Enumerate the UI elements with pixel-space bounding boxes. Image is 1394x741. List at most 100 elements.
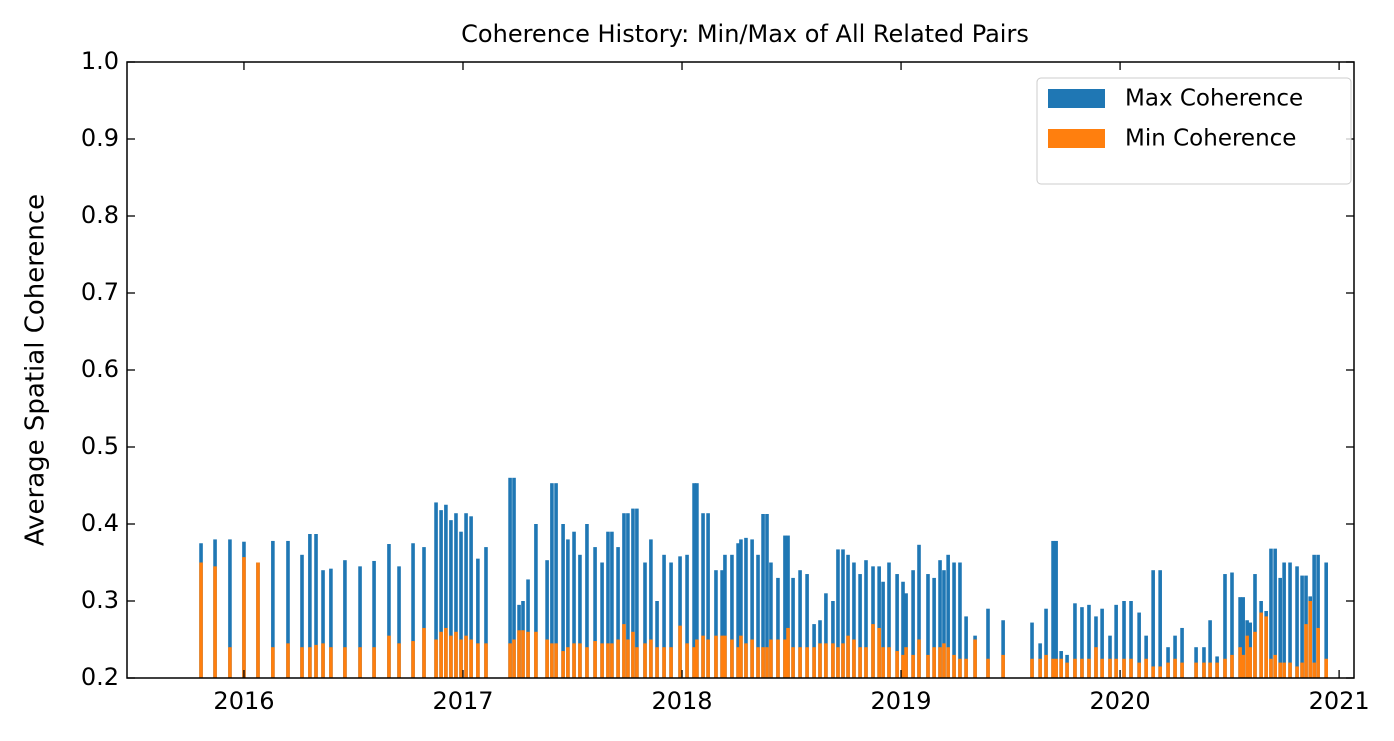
bar bbox=[695, 483, 699, 678]
bar bbox=[750, 539, 754, 678]
bar bbox=[723, 635, 727, 678]
bar bbox=[616, 547, 620, 678]
bar bbox=[736, 543, 740, 678]
bar bbox=[622, 513, 626, 678]
y-tick-label: 0.7 bbox=[81, 278, 119, 306]
bar bbox=[1273, 654, 1277, 678]
bar bbox=[1001, 620, 1005, 678]
bar bbox=[1304, 624, 1308, 678]
bar bbox=[600, 562, 604, 678]
bar bbox=[643, 643, 647, 678]
bar bbox=[958, 658, 962, 678]
bar bbox=[635, 508, 639, 678]
bar bbox=[1180, 662, 1184, 678]
bar bbox=[1044, 654, 1048, 678]
bar bbox=[422, 547, 426, 678]
bar bbox=[1223, 574, 1227, 678]
bar bbox=[655, 601, 659, 678]
bar bbox=[459, 531, 463, 678]
bar bbox=[685, 554, 689, 678]
bar bbox=[228, 539, 232, 678]
bar bbox=[1122, 658, 1126, 678]
bar bbox=[411, 641, 415, 678]
bar bbox=[1269, 548, 1273, 678]
legend-box bbox=[1036, 77, 1352, 185]
bar bbox=[692, 483, 696, 678]
bar bbox=[1094, 647, 1098, 678]
bar bbox=[1273, 548, 1277, 678]
legend-swatch bbox=[1048, 129, 1105, 148]
bar bbox=[791, 577, 795, 678]
bar bbox=[534, 524, 538, 678]
bar bbox=[610, 531, 614, 678]
bar bbox=[685, 643, 689, 678]
bar bbox=[1312, 662, 1316, 678]
bar bbox=[578, 554, 582, 678]
y-tick-label: 0.3 bbox=[81, 586, 119, 614]
bar bbox=[1087, 604, 1091, 678]
bar bbox=[938, 560, 942, 678]
bar bbox=[449, 520, 453, 678]
bar bbox=[213, 566, 217, 678]
bar bbox=[1137, 662, 1141, 678]
bar bbox=[750, 639, 754, 678]
bar bbox=[765, 647, 769, 678]
bar bbox=[662, 554, 666, 678]
bar bbox=[973, 639, 977, 678]
x-tick-label: 2018 bbox=[651, 687, 712, 715]
bar bbox=[946, 647, 950, 678]
bar bbox=[901, 581, 905, 678]
bar bbox=[1241, 654, 1245, 678]
bar bbox=[449, 635, 453, 678]
bar bbox=[701, 635, 705, 678]
bar bbox=[1158, 666, 1162, 678]
bar bbox=[585, 647, 589, 678]
bar bbox=[1288, 662, 1292, 678]
bar bbox=[706, 513, 710, 678]
bar bbox=[932, 647, 936, 678]
x-tick-label: 2017 bbox=[432, 687, 493, 715]
bar bbox=[765, 513, 769, 678]
bar bbox=[831, 643, 835, 678]
bar bbox=[1038, 658, 1042, 678]
bar bbox=[964, 658, 968, 678]
bar bbox=[600, 643, 604, 678]
bar bbox=[678, 625, 682, 678]
bar bbox=[1144, 658, 1148, 678]
bar bbox=[444, 504, 448, 678]
bar bbox=[678, 556, 682, 678]
bar bbox=[329, 568, 333, 678]
bar bbox=[545, 560, 549, 678]
bar bbox=[554, 483, 558, 678]
bar bbox=[864, 647, 868, 678]
bar bbox=[720, 570, 724, 678]
bar bbox=[841, 549, 845, 678]
bar bbox=[286, 540, 290, 678]
bar bbox=[476, 558, 480, 678]
bar bbox=[271, 540, 275, 678]
y-axis-label: Average Spatial Coherence bbox=[21, 194, 51, 546]
bar bbox=[1324, 562, 1328, 678]
bar bbox=[616, 639, 620, 678]
bar bbox=[358, 647, 362, 678]
bar bbox=[836, 647, 840, 678]
legend-swatch bbox=[1048, 89, 1105, 108]
bar bbox=[952, 654, 956, 678]
bar bbox=[1080, 607, 1084, 678]
bar bbox=[358, 566, 362, 678]
bar bbox=[622, 624, 626, 678]
bar bbox=[798, 647, 802, 678]
bar bbox=[1080, 658, 1084, 678]
bar bbox=[566, 539, 570, 678]
bar bbox=[887, 647, 891, 678]
bar bbox=[786, 627, 790, 678]
bar bbox=[397, 643, 401, 678]
bar bbox=[1173, 658, 1177, 678]
bar bbox=[1300, 575, 1304, 678]
bar bbox=[1316, 627, 1320, 678]
y-tick-label: 0.4 bbox=[81, 509, 119, 537]
bar bbox=[1316, 554, 1320, 678]
bar bbox=[831, 601, 835, 678]
bar bbox=[649, 639, 653, 678]
bar bbox=[626, 639, 630, 678]
